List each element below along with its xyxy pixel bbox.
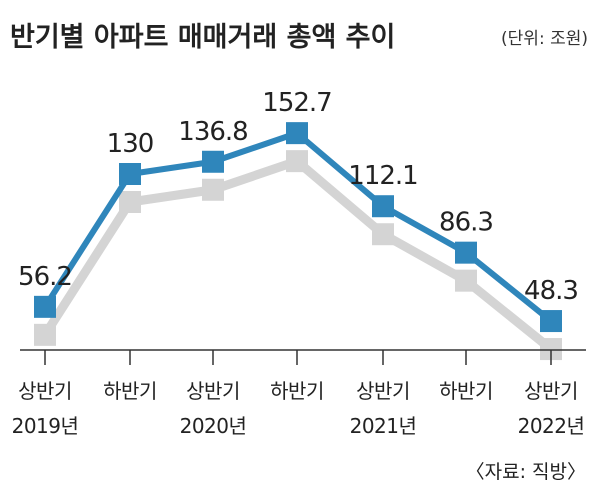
data-point xyxy=(34,295,56,318)
marker-layer xyxy=(34,122,562,333)
category-label-half: 상반기 xyxy=(186,379,240,403)
tick-layer xyxy=(44,350,552,365)
shadow-marker xyxy=(540,338,562,361)
chart-title: 반기별 아파트 매매거래 총액 추이 xyxy=(10,22,395,53)
data-label: 48.3 xyxy=(524,276,578,306)
shadow-marker xyxy=(202,178,224,201)
shadow-marker xyxy=(34,323,56,346)
shadow-layer xyxy=(34,150,562,361)
shadow-marker xyxy=(286,150,308,173)
data-label: 86.3 xyxy=(439,208,493,238)
category-label-year: 2020년 xyxy=(180,414,247,438)
category-label-half: 하반기 xyxy=(270,379,324,403)
data-point xyxy=(455,241,477,264)
data-label: 112.1 xyxy=(348,161,417,191)
source-label: 〈자료: 직방〉 xyxy=(466,461,586,483)
data-point xyxy=(372,195,394,218)
category-label-year: 2019년 xyxy=(12,414,79,438)
data-point xyxy=(286,122,308,145)
data-point xyxy=(119,163,141,185)
category-label-layer: 상반기 2019년 하반기 상반기 2020년 하반기 상반기 2021년 하반기 상반기 2022… xyxy=(12,379,585,438)
category-label-year: 2022년 xyxy=(518,414,585,438)
data-label: 56.2 xyxy=(18,262,72,292)
category-label-half: 상반기 xyxy=(524,379,578,403)
shadow-marker xyxy=(119,191,141,213)
data-label: 152.7 xyxy=(262,88,331,118)
category-label-half: 하반기 xyxy=(103,379,157,403)
data-point xyxy=(540,310,562,333)
data-point xyxy=(202,150,224,173)
value-label-layer: 56.2 130 136.8 152.7 112.1 86.3 48.3 xyxy=(18,88,579,306)
shadow-marker xyxy=(455,269,477,292)
category-label-half: 하반기 xyxy=(439,379,493,403)
shadow-marker xyxy=(372,223,394,246)
category-label-half: 상반기 xyxy=(18,379,72,403)
unit-label: (단위: 조원) xyxy=(501,29,588,49)
category-label-half: 상반기 xyxy=(356,379,410,403)
data-label: 136.8 xyxy=(178,117,247,147)
category-label-year: 2021년 xyxy=(350,414,417,438)
data-label: 130 xyxy=(107,129,154,159)
